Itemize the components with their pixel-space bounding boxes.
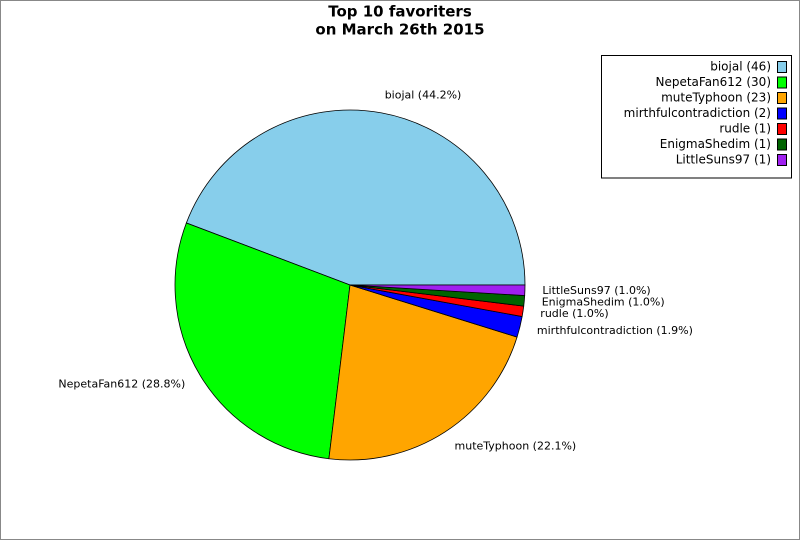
pie-slice bbox=[349, 284, 526, 296]
slice-label: biojal (44.2%) bbox=[385, 89, 462, 102]
legend-swatch bbox=[777, 138, 787, 151]
legend-box bbox=[601, 55, 792, 179]
legend-label: EnigmaShedim (1) bbox=[660, 137, 771, 151]
slice-label: muteTyphoon (22.1%) bbox=[455, 440, 577, 453]
slice-label: mirthfulcontradiction (1.9%) bbox=[537, 324, 693, 337]
legend-swatch bbox=[777, 123, 787, 135]
chart-title: on March 26th 2015 bbox=[315, 21, 484, 39]
legend-swatch bbox=[777, 107, 787, 120]
legend-label: rudle (1) bbox=[719, 122, 771, 136]
legend-swatch bbox=[777, 92, 787, 104]
legend-label: LittleSuns97 (1) bbox=[676, 153, 771, 167]
legend-swatch bbox=[777, 61, 787, 73]
legend-label: NepetaFan612 (30) bbox=[655, 75, 771, 89]
slice-label: EnigmaShedim (1.0%) bbox=[542, 295, 665, 308]
pie-slice bbox=[174, 222, 351, 460]
chart-title: Top 10 favoriters bbox=[328, 3, 472, 21]
pie-slice bbox=[328, 284, 518, 461]
legend-swatch bbox=[777, 154, 787, 166]
slice-label: LittleSuns97 (1.0%) bbox=[542, 284, 650, 297]
slice-label: rudle (1.0%) bbox=[540, 307, 608, 320]
legend-swatch bbox=[777, 76, 787, 89]
slice-label: NepetaFan612 (28.8%) bbox=[58, 378, 185, 391]
legend-label: biojal (46) bbox=[710, 60, 771, 74]
legend-label: mirthfulcontradiction (2) bbox=[624, 106, 771, 120]
pie-slice bbox=[185, 109, 526, 286]
legend-label: muteTyphoon (23) bbox=[661, 91, 771, 105]
